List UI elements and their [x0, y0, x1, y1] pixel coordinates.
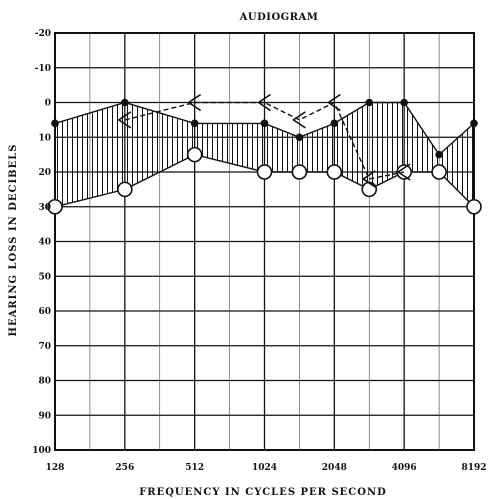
series-1-point	[256, 164, 273, 180]
y-tick-label: -20	[35, 29, 51, 39]
chart-title: AUDIOGRAM	[239, 12, 319, 23]
series-0-point	[190, 119, 199, 128]
series-1-point	[361, 181, 378, 198]
y-tick-label: 70	[38, 342, 51, 352]
x-tick-label: 256	[115, 463, 134, 473]
series-2-point	[396, 163, 411, 181]
x-tick-label: 2048	[322, 463, 347, 473]
y-tick-label: 50	[38, 272, 51, 282]
y-tick-label: 40	[38, 238, 51, 248]
series-2-point	[257, 93, 271, 112]
y-tick-label: 10	[38, 133, 51, 143]
x-tick-label: 512	[185, 463, 204, 473]
series-2-point	[187, 93, 202, 112]
y-tick-labels: -20 -10 0 10 20 30 40 50 60 70 80 90 100	[32, 29, 51, 456]
series-1-point	[466, 198, 482, 215]
series-1-point	[186, 146, 203, 163]
series-1-line	[54, 153, 475, 208]
series-1-point	[291, 164, 308, 180]
series-layer	[47, 93, 482, 215]
y-tick-label: 100	[32, 446, 51, 456]
grid	[54, 32, 475, 451]
y-tick-label: 60	[38, 307, 51, 317]
x-tick-labels: 128 256 512 1024 2048 4096 8192	[46, 463, 487, 473]
series-1-point	[117, 181, 133, 198]
series-2-line	[124, 101, 405, 180]
y-tick-label: 30	[38, 203, 51, 213]
series-0-point	[365, 98, 374, 107]
series-0-point	[295, 133, 304, 142]
series-1-point	[431, 164, 447, 180]
series-2-point	[117, 111, 132, 129]
series-0-point	[260, 119, 269, 128]
x-tick-label: 1024	[252, 463, 277, 473]
x-tick-label: 128	[46, 463, 65, 473]
series-0-line	[54, 101, 475, 156]
series-0-point	[470, 119, 478, 128]
y-tick-label: 0	[45, 99, 51, 109]
series-0-point	[435, 150, 443, 159]
y-tick-label: 20	[38, 168, 51, 178]
y-axis-label: HEARING LOSS IN DECIBELS	[8, 144, 19, 337]
x-tick-label: 8192	[461, 463, 486, 473]
y-tick-label: -10	[35, 64, 51, 74]
series-2-point	[326, 93, 341, 112]
y-tick-label: 80	[38, 377, 51, 387]
series-2-point	[361, 170, 376, 188]
band-fill	[55, 102, 474, 207]
x-tick-label: 4096	[392, 463, 417, 473]
shaded-band	[55, 102, 474, 207]
y-tick-label: 90	[38, 411, 51, 421]
series-0-point	[400, 98, 408, 107]
series-0-point	[121, 98, 129, 107]
x-axis-label: FREQUENCY IN CYCLES PER SECOND	[139, 487, 387, 498]
series-0-point	[51, 119, 59, 128]
series-1-point	[47, 198, 63, 215]
series-0-point	[330, 119, 339, 128]
series-1-point	[326, 164, 343, 180]
series-2-point	[291, 111, 306, 129]
